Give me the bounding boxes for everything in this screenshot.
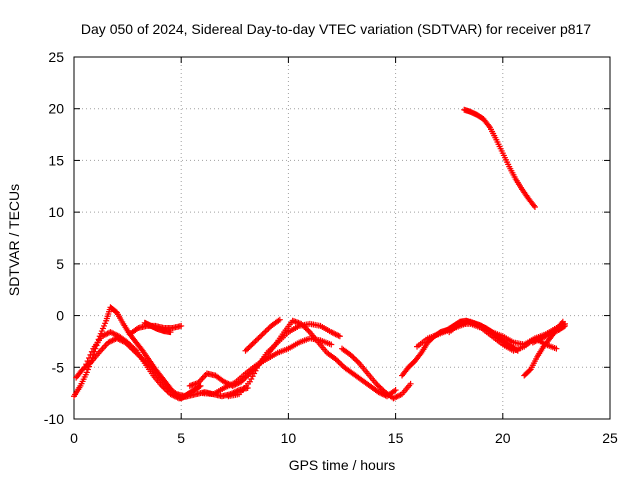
- data-point: [353, 357, 360, 364]
- data-point: [407, 380, 414, 387]
- data-point: [84, 358, 91, 365]
- data-point: [197, 382, 204, 389]
- data-point: [526, 367, 533, 374]
- x-tick-label: 5: [177, 430, 185, 446]
- data-point: [261, 329, 268, 336]
- data-point: [350, 354, 357, 361]
- x-tick-label: 15: [388, 430, 404, 446]
- series-track-8: [225, 320, 343, 400]
- series-track-12: [414, 318, 560, 352]
- data-point: [83, 361, 90, 368]
- data-point: [553, 345, 560, 352]
- data-point: [531, 203, 538, 210]
- y-tick-label: 25: [48, 49, 64, 65]
- data-point: [167, 329, 174, 336]
- x-tick-label: 20: [495, 430, 511, 446]
- y-tick-label: -10: [44, 411, 64, 427]
- data-points: [71, 106, 568, 402]
- x-tick-label: 25: [602, 430, 618, 446]
- data-point: [243, 346, 250, 353]
- plot-frame: [73, 56, 611, 420]
- data-point: [561, 322, 568, 329]
- data-point: [351, 356, 358, 363]
- x-tick-label: 10: [281, 430, 297, 446]
- data-point: [246, 343, 253, 350]
- data-point: [178, 322, 185, 329]
- data-point: [86, 354, 93, 361]
- data-point: [253, 336, 260, 343]
- data-point: [336, 360, 343, 367]
- data-point: [263, 327, 270, 334]
- data-point: [81, 364, 88, 371]
- x-tick-labels: 0 5 10 15 20 25: [70, 430, 618, 446]
- series-track-5: [141, 319, 174, 336]
- data-point: [248, 376, 255, 383]
- data-point: [249, 373, 256, 380]
- data-point: [560, 323, 567, 330]
- series-track-9: [242, 316, 283, 354]
- data-point: [559, 318, 566, 325]
- data-point: [276, 316, 283, 323]
- data-point: [338, 361, 345, 368]
- data-point: [417, 351, 424, 358]
- grid-lines: [74, 57, 610, 419]
- x-axis-label: GPS time / hours: [289, 457, 396, 473]
- data-point: [251, 339, 258, 346]
- data-point: [335, 358, 342, 365]
- data-point: [328, 341, 335, 348]
- data-point: [251, 370, 258, 377]
- data-point: [248, 342, 255, 349]
- y-tick-label: 20: [48, 101, 64, 117]
- data-point: [255, 335, 262, 342]
- data-point: [83, 369, 90, 376]
- data-point: [249, 340, 256, 347]
- data-point: [252, 367, 259, 374]
- data-point: [256, 333, 263, 340]
- data-point: [245, 344, 252, 351]
- data-point: [530, 202, 537, 209]
- y-tick-label: 0: [56, 308, 64, 324]
- data-point: [485, 122, 492, 129]
- data-point: [262, 328, 269, 335]
- y-tick-label: 15: [48, 152, 64, 168]
- series-track-15: [529, 322, 568, 346]
- chart-title: Day 050 of 2024, Sidereal Day-to-day VTE…: [81, 21, 591, 37]
- data-point: [336, 333, 343, 340]
- data-point: [259, 331, 266, 338]
- data-point: [252, 338, 259, 345]
- data-point: [87, 351, 94, 358]
- y-tick-labels: -10 -5 0 5 10 15 20 25: [44, 49, 64, 427]
- x-tick-label: 0: [70, 430, 78, 446]
- series-track-7: [199, 335, 335, 398]
- data-point: [196, 383, 203, 390]
- data-point: [88, 348, 95, 355]
- series-track-16: [461, 106, 538, 210]
- data-point: [392, 387, 399, 394]
- data-point: [242, 347, 249, 354]
- series-track-10: [339, 345, 414, 402]
- series-track-3: [81, 329, 251, 402]
- data-point: [265, 325, 272, 332]
- y-tick-label: -5: [52, 359, 65, 375]
- data-point: [258, 332, 265, 339]
- data-point: [354, 358, 361, 365]
- axis-ticks: [73, 56, 611, 420]
- data-point: [305, 327, 312, 334]
- y-tick-label: 5: [56, 256, 64, 272]
- y-tick-label: 10: [48, 204, 64, 220]
- y-axis-label: SDTVAR / TECUs: [6, 184, 22, 296]
